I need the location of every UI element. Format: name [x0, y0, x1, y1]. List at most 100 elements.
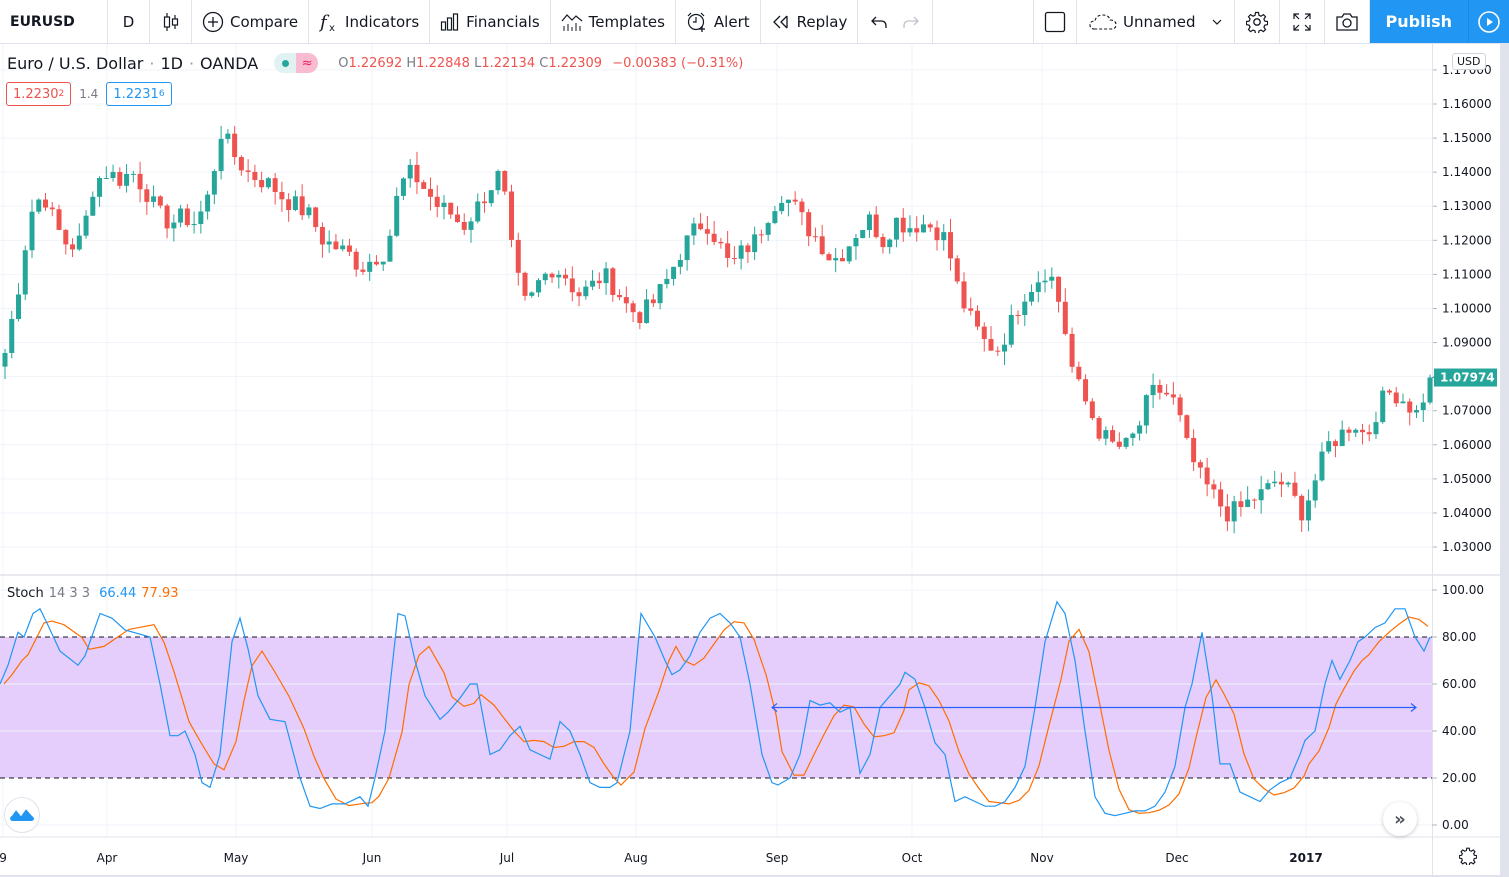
gear-icon — [1458, 847, 1478, 869]
svg-text:1.16000: 1.16000 — [1442, 97, 1492, 111]
svg-text:0.00: 0.00 — [1442, 818, 1469, 832]
interval-button[interactable]: D — [108, 0, 150, 43]
svg-text:2017: 2017 — [1289, 851, 1322, 865]
sell-button[interactable]: 1.2230 2 — [6, 82, 72, 106]
svg-text:80.00: 80.00 — [1442, 630, 1476, 644]
alarm-clock-icon — [686, 11, 708, 33]
chart-canvas[interactable]: 1.170001.160001.150001.140001.130001.120… — [0, 44, 1509, 875]
buy-button[interactable]: 1.2231 6 — [106, 82, 172, 106]
chart-type-button[interactable] — [150, 0, 192, 43]
cloud-icon — [1089, 13, 1117, 31]
replay-button[interactable]: Replay — [761, 0, 859, 43]
time-axis-settings-button[interactable] — [1458, 847, 1478, 869]
svg-text:1.11000: 1.11000 — [1442, 267, 1492, 281]
low-value: 1.22134 — [481, 55, 536, 71]
legend-interval: 1D — [160, 53, 183, 73]
publish-label: Publish — [1385, 12, 1452, 31]
svg-text:100.00: 100.00 — [1442, 583, 1484, 597]
stoch-name: Stoch — [7, 586, 44, 601]
alert-label: Alert — [713, 12, 750, 31]
ohlc-values: O1.22692 H1.22848 L1.22134 C1.22309 −0.0… — [338, 55, 744, 71]
close-value: 1.22309 — [548, 55, 603, 71]
currency-badge[interactable]: USD — [1452, 53, 1486, 70]
svg-text:60.00: 60.00 — [1442, 677, 1476, 691]
svg-text:Dec: Dec — [1165, 851, 1188, 865]
publish-button[interactable]: Publish — [1369, 0, 1469, 43]
layout-name-button[interactable]: Unnamed — [1077, 0, 1235, 43]
svg-text:1.06000: 1.06000 — [1442, 438, 1492, 452]
alert-button[interactable]: Alert — [676, 0, 761, 43]
spread-value: 1.4 — [79, 87, 99, 101]
play-button[interactable] — [1469, 0, 1509, 43]
svg-text:f: f — [319, 12, 330, 33]
delayed-data-icon: ≈ — [296, 53, 319, 73]
svg-text:1.03000: 1.03000 — [1442, 540, 1492, 554]
layout-name-label: Unnamed — [1123, 12, 1196, 31]
svg-text:20.00: 20.00 — [1442, 771, 1476, 785]
financials-button[interactable]: Financials — [430, 0, 551, 43]
svg-text:Aug: Aug — [624, 851, 647, 865]
candles-icon — [162, 12, 180, 32]
chart-area[interactable]: 1.170001.160001.150001.140001.130001.120… — [0, 44, 1509, 875]
fullscreen-icon — [1292, 12, 1312, 32]
templates-button[interactable]: Templates — [551, 0, 676, 43]
bar-chart-icon — [440, 12, 460, 31]
scroll-to-realtime-button[interactable]: » — [1383, 802, 1417, 836]
svg-text:x: x — [329, 23, 335, 33]
svg-text:40.00: 40.00 — [1442, 724, 1476, 738]
select-layout-button[interactable] — [1033, 0, 1077, 43]
svg-text:1.09000: 1.09000 — [1442, 336, 1492, 350]
snapshot-button[interactable] — [1325, 0, 1370, 43]
high-value: 1.22848 — [416, 55, 470, 71]
symbol-description: Euro / U.S. Dollar — [7, 53, 144, 73]
replay-label: Replay — [796, 12, 848, 31]
svg-text:May: May — [224, 851, 249, 865]
tradingview-logo-button[interactable] — [4, 797, 40, 833]
indicators-label: Indicators — [345, 12, 420, 31]
tradingview-logo-icon — [9, 804, 35, 826]
templates-icon — [561, 12, 583, 32]
legend-exchange: OANDA — [200, 53, 259, 73]
svg-text:1.10000: 1.10000 — [1442, 301, 1492, 315]
fullscreen-button[interactable] — [1280, 0, 1325, 43]
svg-text:Apr: Apr — [97, 851, 118, 865]
buy-sell-panel: 1.2230 2 1.4 1.2231 6 — [6, 82, 172, 106]
financials-label: Financials — [466, 12, 540, 31]
settings-button[interactable] — [1235, 0, 1280, 43]
undo-redo-group — [858, 0, 934, 43]
svg-text:1.13000: 1.13000 — [1442, 199, 1492, 213]
chevron-down-icon — [1212, 19, 1222, 25]
compare-label: Compare — [230, 12, 299, 31]
change-value: −0.00383 (−0.31%) — [612, 55, 744, 71]
interval-label: D — [122, 12, 135, 31]
legend-separator: · — [149, 53, 155, 73]
compare-button[interactable]: Compare — [192, 0, 310, 43]
rewind-icon — [771, 14, 791, 30]
svg-text:1.12000: 1.12000 — [1442, 233, 1492, 247]
stoch-k-value: 66.44 — [99, 586, 137, 601]
market-status-pill[interactable]: ≈ — [274, 53, 319, 73]
toolbar-spacer — [933, 0, 1033, 43]
camera-icon — [1335, 12, 1359, 32]
svg-text:1.07974: 1.07974 — [1440, 371, 1495, 385]
templates-label: Templates — [588, 12, 665, 31]
main-series-legend: Euro / U.S. Dollar · 1D · OANDA ≈ O1.226… — [7, 53, 743, 73]
svg-text:1.07000: 1.07000 — [1442, 404, 1492, 418]
svg-text:Jul: Jul — [499, 851, 514, 865]
symbol-search-button[interactable]: EURUSD — [0, 0, 108, 43]
market-open-dot-icon — [274, 53, 297, 73]
open-value: 1.22692 — [348, 55, 403, 71]
legend-separator: · — [188, 53, 195, 73]
stoch-d-value: 77.93 — [141, 586, 179, 601]
redo-icon[interactable] — [902, 15, 920, 29]
undo-icon[interactable] — [870, 15, 888, 29]
svg-text:Sep: Sep — [766, 851, 789, 865]
plus-circle-icon — [202, 11, 224, 33]
svg-text:1.05000: 1.05000 — [1442, 472, 1492, 486]
svg-text:1.04000: 1.04000 — [1442, 506, 1492, 520]
stoch-legend: Stoch 14 3 3 66.44 77.93 — [7, 586, 179, 601]
gear-icon — [1245, 11, 1268, 33]
